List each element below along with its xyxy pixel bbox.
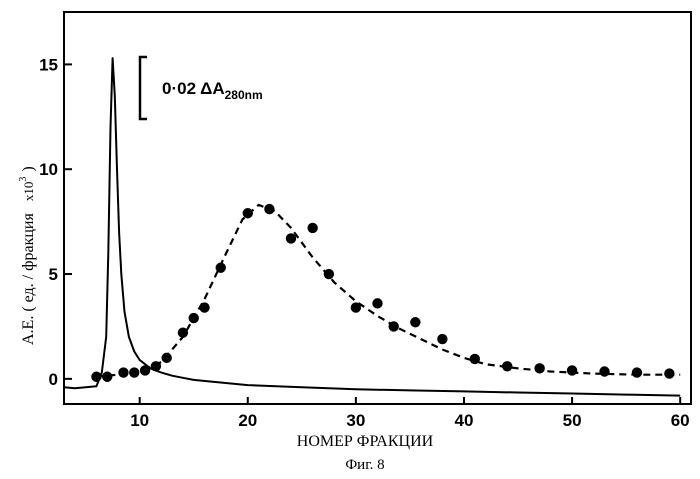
data-point xyxy=(599,366,609,376)
x-axis-title: НОМЕР ФРАКЦИИ xyxy=(297,433,434,450)
scale-bar-subscript: 280nm xyxy=(225,88,263,102)
y-axis-title: A.E. ( ед. / фракция x103) xyxy=(18,166,37,345)
data-point xyxy=(189,313,199,323)
data-point xyxy=(243,208,253,218)
data-point xyxy=(216,263,226,273)
y-axis-title-multiplier: x10 xyxy=(21,182,36,202)
data-point xyxy=(502,361,512,371)
x-tick-label: 50 xyxy=(563,411,582,430)
data-point xyxy=(664,368,674,378)
plot-frame xyxy=(64,12,691,404)
data-point xyxy=(470,354,480,364)
data-point xyxy=(140,365,150,375)
scale-bar-bracket xyxy=(140,57,147,119)
data-point xyxy=(178,328,188,338)
data-point xyxy=(286,233,296,243)
x-tick-label: 60 xyxy=(671,411,690,430)
x-tick-label: 10 xyxy=(130,411,149,430)
scale-bar: 0·02 ΔA280nm xyxy=(140,57,263,119)
y-tick-label: 15 xyxy=(39,55,58,74)
x-tick-label: 30 xyxy=(346,411,365,430)
scale-bar-text: 0·02 ΔA xyxy=(162,79,225,98)
y-axis-title-main: A.E. ( ед. / фракция xyxy=(20,213,37,346)
data-point xyxy=(151,361,161,371)
data-point xyxy=(324,269,334,279)
x-tick-label: 40 xyxy=(455,411,474,430)
scale-bar-label: 0·02 ΔA280nm xyxy=(162,79,263,102)
data-point xyxy=(118,367,128,377)
y-tick-label: 10 xyxy=(39,160,58,179)
data-point xyxy=(437,334,447,344)
data-point xyxy=(161,353,171,363)
y-axis-title-close: ) xyxy=(20,166,37,171)
data-point xyxy=(351,302,361,312)
figure-caption: Фиг. 8 xyxy=(345,457,384,473)
y-tick-label: 5 xyxy=(49,265,58,284)
data-point xyxy=(372,298,382,308)
y-axis-title-exponent: 3 xyxy=(18,177,29,182)
x-tick-label: 20 xyxy=(238,411,257,430)
data-point xyxy=(632,367,642,377)
data-point xyxy=(410,317,420,327)
data-point xyxy=(264,204,274,214)
dashed-fit-line xyxy=(96,205,680,377)
data-point xyxy=(102,372,112,382)
absorbance-line xyxy=(64,58,680,396)
series-layer xyxy=(64,58,680,396)
data-point xyxy=(91,372,101,382)
data-point xyxy=(567,365,577,375)
data-point xyxy=(534,363,544,373)
data-point xyxy=(199,302,209,312)
data-point xyxy=(389,321,399,331)
data-point xyxy=(307,223,317,233)
y-tick-label: 0 xyxy=(49,370,58,389)
data-point xyxy=(129,367,139,377)
